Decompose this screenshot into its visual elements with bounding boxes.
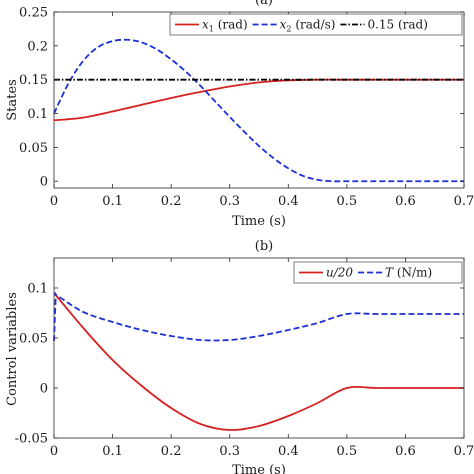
states-x-tick-label: 0.1 [102,194,123,209]
states-y-tick-label: 0.25 [19,6,48,21]
states-y-tick-label: 0.1 [27,107,48,122]
states-legend-label-3: 0.15 (rad) [367,18,427,32]
control-x-tick-label: 0.7 [454,444,474,459]
states-series [53,38,464,183]
states-y-tick-label: 0.05 [19,141,48,156]
control-series-line-1 [53,292,464,431]
control-x-tick-label: 0.4 [278,444,299,459]
control-x-tick-label: 0.5 [337,444,358,459]
control-legend-label-2: T (N/m) [385,266,432,280]
states-legend: x1 (rad) x2 (rad/s) 0.15 (rad) [169,13,463,36]
states-x-tick-label: 0.6 [395,194,416,209]
states-y-tick-label: 0.2 [27,39,48,54]
panel-b-label: (b) [255,239,273,254]
control-x-tick-label: 0.3 [219,444,240,459]
control-x-tick-label: 0.6 [395,444,416,459]
control-y-tick-label: -0.05 [15,432,48,447]
control-legend: u/20 T (N/m) [293,261,463,284]
states-x-tick-label: 0.2 [161,194,182,209]
states-y-tick-label: 0.15 [19,73,48,88]
control-series-line-2 [53,292,464,342]
states-y-axis-label: States [5,79,20,120]
panel-a-label: (a) [255,0,273,8]
control-chart: (b) 0 0.1 0.2 0.3 0.4 0.5 0.6 0.7-0.0500.050.1 … [5,239,474,474]
states-legend-label-2: x2 (rad/s) [280,18,336,34]
control-y-axis-label: Control variables [5,292,20,406]
states-x-tick-label: 0.4 [278,194,299,209]
control-x-axis-label: Time (s) [232,463,286,474]
states-y-tick-label: 0 [40,175,48,190]
control-y-tick-label: 0 [40,382,48,397]
states-x-tick-label: 0 [50,194,58,209]
states-x-tick-label: 0.5 [337,194,358,209]
control-plot-area [53,257,465,439]
states-x-tick-label: 0.3 [219,194,240,209]
control-legend-label-1: u/20 [326,266,353,280]
control-y-tick-label: 0.1 [27,282,48,297]
states-ticks: 0 0.1 0.2 0.3 0.4 0.5 0.6 0.7 0 0.05 0.1 0.15 0.2 0.2… [19,6,474,210]
states-plot-area [53,11,465,189]
control-y-tick-label: 0.05 [19,332,48,347]
states-chart: (a) 0 0.1 0.2 0.3 0.4 0.5 0.6 0.7 0 0.05 0.1 0.15 0.… [5,0,474,229]
states-legend-box [169,13,463,36]
states-series-line-2 [53,38,464,183]
states-x-tick-label: 0.7 [454,194,474,209]
states-legend-label-1: x1 (rad) [202,18,248,34]
control-x-tick-label: 0.2 [161,444,182,459]
states-x-axis-label: Time (s) [232,214,286,229]
control-series [53,292,464,431]
control-x-tick-label: 0 [50,444,58,459]
control-x-tick-label: 0.1 [102,444,123,459]
